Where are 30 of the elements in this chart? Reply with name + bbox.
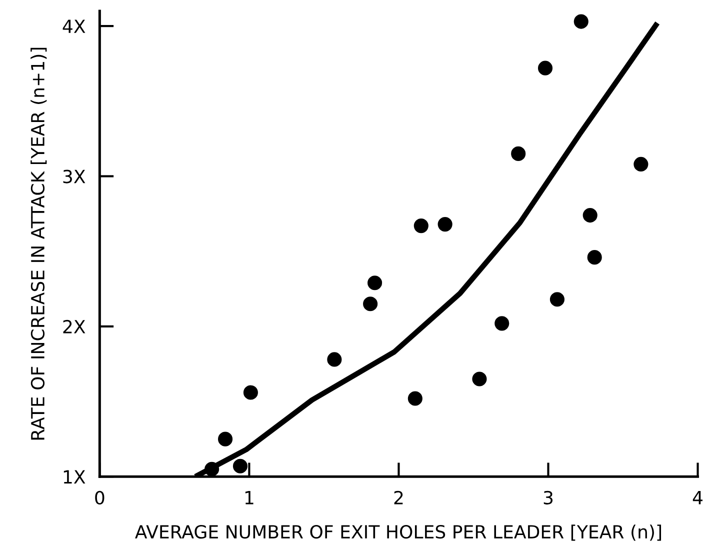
y-tick-label: 2X <box>63 320 86 334</box>
x-tick-label: 1 <box>245 491 254 504</box>
point <box>472 372 487 386</box>
point <box>243 385 258 400</box>
point <box>204 462 220 476</box>
point <box>232 458 248 474</box>
point <box>363 296 378 312</box>
point <box>494 316 510 331</box>
y-tick-label: 1X <box>64 470 86 484</box>
x-tick-label: 2 <box>394 490 403 504</box>
point <box>587 250 602 265</box>
point <box>634 156 648 172</box>
point <box>327 352 342 367</box>
point <box>408 391 422 406</box>
x-tick-label: 4 <box>692 491 702 504</box>
x-axis-title: AVERAGE NUMBER OF EXIT HOLES PER LEADER [YEAR (n)] <box>135 524 662 541</box>
y-tick-label: 3X <box>63 170 86 184</box>
point <box>368 276 382 290</box>
y-tick-label: 4X <box>62 20 86 33</box>
point <box>538 60 553 76</box>
point <box>574 14 588 29</box>
y-axis-title: RATE OF INCREASE IN ATTACK [YEAR (n+1)] <box>30 48 47 440</box>
point <box>582 208 598 223</box>
x-tick-label: 3 <box>544 490 553 504</box>
point <box>414 218 428 234</box>
point <box>550 292 564 307</box>
point <box>438 217 452 232</box>
x-tick-label: 0 <box>95 490 104 504</box>
point <box>218 432 233 446</box>
point <box>511 146 526 161</box>
